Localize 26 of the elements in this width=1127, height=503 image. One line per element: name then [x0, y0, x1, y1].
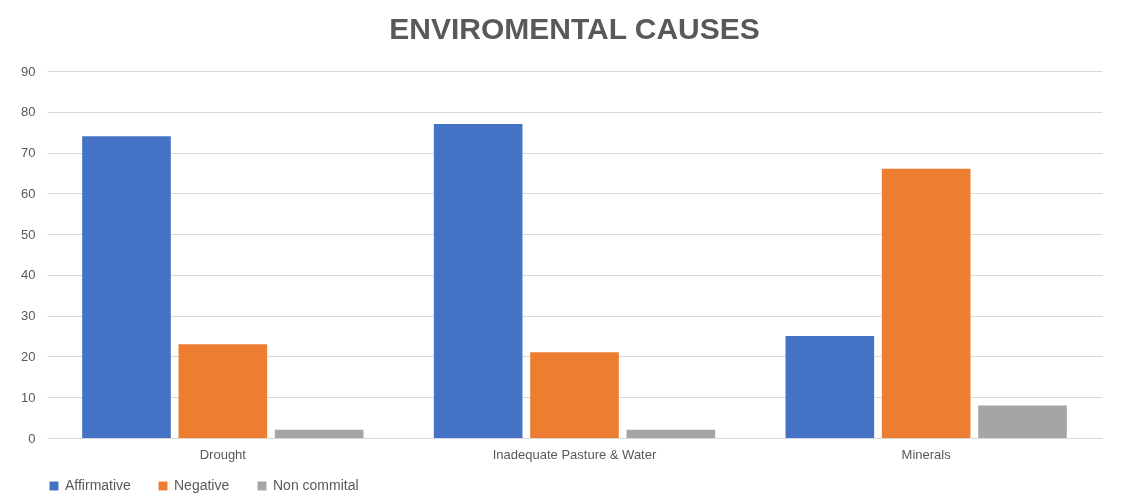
x-tick-label: Drought — [199, 446, 247, 462]
bar — [82, 136, 171, 438]
bar — [274, 429, 364, 438]
y-tick-label: 20 — [21, 348, 36, 364]
y-tick-label: 30 — [21, 308, 36, 324]
bar — [530, 352, 619, 438]
bar — [881, 168, 971, 438]
chart-title: ENVIROMENTAL CAUSES — [389, 12, 760, 45]
legend-label: Negative — [174, 477, 230, 493]
legend-label: Affirmative — [65, 477, 132, 493]
bar — [626, 429, 716, 438]
bar — [178, 344, 268, 438]
y-tick-label: 10 — [21, 389, 36, 405]
y-tick-label: 40 — [21, 267, 36, 283]
x-tick-label: Minerals — [901, 446, 952, 462]
y-tick-label: 90 — [21, 63, 36, 79]
y-tick-label: 60 — [21, 185, 36, 201]
y-tick-label: 50 — [21, 226, 36, 242]
y-tick-label: 70 — [21, 145, 36, 161]
bar — [978, 405, 1067, 438]
y-tick-label: 0 — [28, 430, 36, 446]
bar — [785, 336, 875, 438]
x-tick-label: Inadequate Pasture & Water — [492, 446, 657, 462]
y-tick-label: 80 — [21, 104, 36, 120]
bar — [433, 124, 523, 438]
legend-label: Non commital — [273, 477, 359, 493]
